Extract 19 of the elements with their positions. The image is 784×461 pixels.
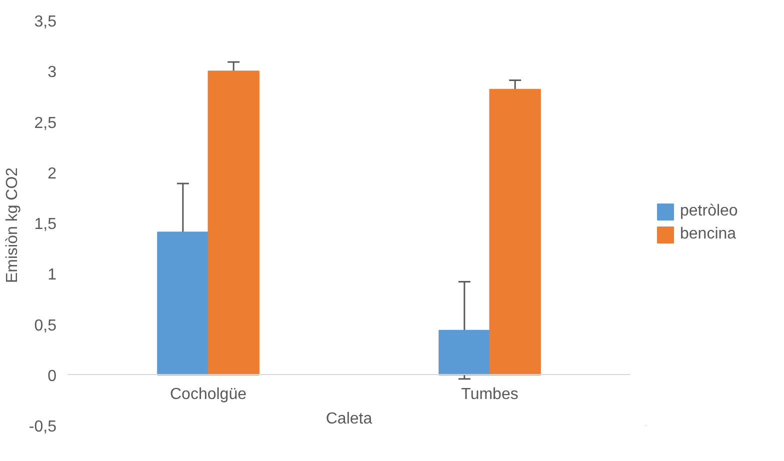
bar [489, 88, 541, 376]
y-tick-label: 3 [48, 64, 57, 82]
y-tick-label: 2 [48, 165, 57, 182]
bar [208, 70, 260, 376]
y-tick-label: 1,5 [34, 216, 57, 233]
bar [157, 232, 209, 376]
x-tick-label: Tumbes [461, 386, 518, 403]
x-tick-label: Cocholgüe [170, 386, 247, 403]
bar [438, 330, 490, 376]
y-tick-label: 1 [48, 266, 57, 284]
legend-label: bencina [680, 225, 736, 243]
x-axis-title: Caleta [326, 410, 372, 428]
y-axis-title: Emisiòn kg CO2 [4, 167, 21, 284]
y-tick-label: 0,5 [34, 317, 57, 334]
y-tick-label: 2,5 [34, 114, 57, 132]
y-tick-label: -0,5 [28, 418, 57, 436]
legend-label: petròleo [680, 202, 738, 220]
y-tick-label: 3,5 [34, 14, 57, 30]
y-tick-label: 0 [48, 368, 57, 385]
